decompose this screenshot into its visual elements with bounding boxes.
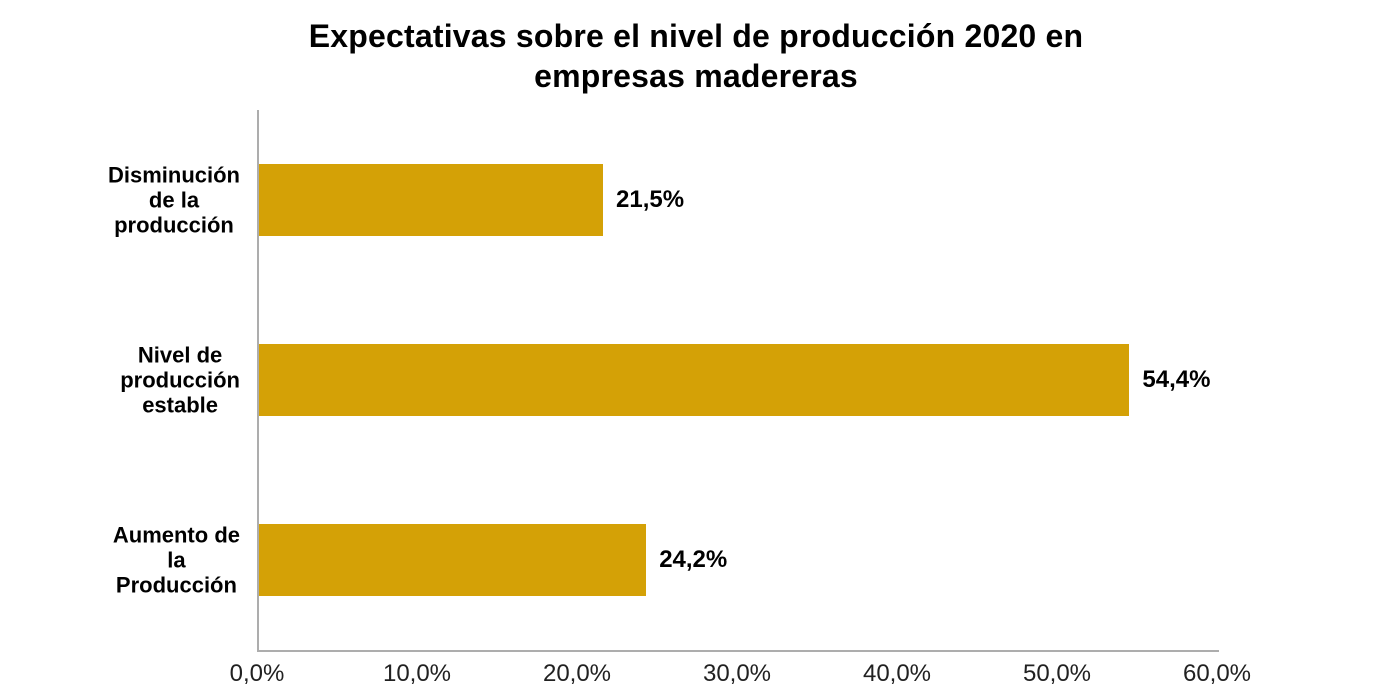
- x-axis-tick-label: 0,0%: [229, 660, 285, 687]
- bar-value-label: 54,4%: [1142, 366, 1211, 393]
- category-label: Disminución de la producción: [107, 162, 240, 238]
- category-label: Nivel de producción estable: [120, 342, 240, 418]
- category-label: Aumento de la Producción: [112, 522, 240, 598]
- chart-title: Expectativas sobre el nivel de producció…: [308, 18, 1084, 94]
- bar: [259, 524, 647, 596]
- x-axis-tick-label: 10,0%: [382, 660, 452, 687]
- x-axis-tick-label: 20,0%: [542, 660, 612, 687]
- x-axis-tick-label: 30,0%: [702, 660, 772, 687]
- x-axis-tick-label: 60,0%: [1182, 660, 1252, 687]
- plot-area: 21,5% 54,4% 24,2%: [257, 110, 1219, 652]
- bar-value-label: 21,5%: [616, 186, 685, 213]
- bar-value-label: 24,2%: [659, 546, 728, 573]
- x-axis-tick-label: 40,0%: [862, 660, 932, 687]
- bar: [259, 344, 1130, 416]
- x-axis-tick-label: 50,0%: [1022, 660, 1092, 687]
- bar: [259, 164, 603, 236]
